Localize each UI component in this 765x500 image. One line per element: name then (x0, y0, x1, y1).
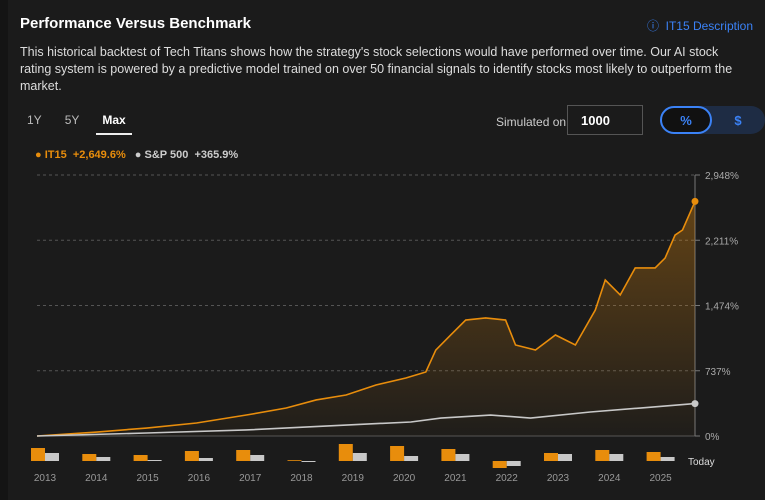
year-label: 2018 (290, 473, 313, 484)
legend: ● IT15 +2,649.6% ● S&P 500 +365.9% (35, 149, 238, 161)
sp500-annual-bar (352, 453, 367, 461)
it15-annual-bar (595, 450, 610, 461)
y-tick-label: 0% (705, 432, 720, 443)
legend-it15: ● IT15 +2,649.6% (35, 149, 126, 161)
it15-line (36, 201, 696, 437)
range-tabs: 1Y 5Y Max (27, 113, 155, 135)
sp500-annual-bar (506, 461, 521, 466)
it15-annual-bar (492, 461, 507, 468)
year-label: 2022 (496, 473, 519, 484)
it15-annual-bar (441, 449, 456, 461)
legend-sp500-value: +365.9% (194, 149, 239, 161)
sp500-annual-bar (147, 460, 162, 461)
year-label: 2016 (188, 473, 211, 484)
year-label: 2020 (393, 473, 416, 484)
it15-annual-bar (31, 448, 45, 461)
legend-it15-value: +2,649.6% (72, 149, 126, 161)
year-label: 2017 (239, 473, 262, 484)
year-label: 2024 (598, 473, 621, 484)
year-label: 2014 (85, 473, 108, 484)
it15-annual-bar (390, 446, 405, 461)
sp500-end-point (691, 400, 699, 408)
it15-annual-bar (184, 451, 199, 461)
legend-sp500-name: S&P 500 (144, 149, 189, 161)
year-label: 2023 (547, 473, 570, 484)
it15-annual-bar (544, 453, 558, 461)
sp500-annual-bar (660, 457, 675, 461)
tab-max[interactable]: Max (96, 113, 132, 135)
it15-annual-bar (236, 450, 251, 461)
y-tick-label: 737% (705, 367, 731, 378)
year-label: 2015 (136, 473, 159, 484)
year-label: 2025 (649, 473, 672, 484)
sp500-annual-bar (558, 454, 572, 461)
tab-1y[interactable]: 1Y (27, 113, 42, 127)
it15-annual-bar (287, 460, 302, 461)
dollar-toggle[interactable]: $ (734, 112, 742, 128)
year-label: 2019 (342, 473, 365, 484)
y-tick-label: 2,211% (705, 236, 738, 247)
sp500-annual-bar (96, 457, 111, 461)
info-icon: ⓘ (646, 19, 659, 33)
simulated-on-label: Simulated on (496, 115, 567, 129)
legend-sp500: ● S&P 500 +365.9% (131, 149, 239, 161)
y-tick-label: 2,948% (705, 171, 739, 182)
sp500-annual-bar (455, 454, 470, 461)
sp500-annual-bar (45, 453, 59, 461)
it15-annual-bar (133, 455, 148, 461)
it15-description-link[interactable]: ⓘ IT15 Description (647, 17, 753, 34)
sp500-line (36, 402, 696, 437)
left-edge (0, 0, 8, 500)
percent-toggle[interactable]: % (660, 106, 712, 134)
today-label: Today (688, 457, 715, 468)
year-label: 2021 (444, 473, 467, 484)
sp500-annual-bar (301, 461, 316, 462)
year-label: 2013 (34, 473, 57, 484)
description-link-label: IT15 Description (665, 19, 753, 33)
page-title: Performance Versus Benchmark (20, 15, 251, 32)
description: This historical backtest of Tech Titans … (20, 45, 733, 93)
tab-5y[interactable]: 5Y (64, 113, 80, 127)
sp500-annual-bar (198, 458, 213, 461)
it15-end-point (691, 197, 699, 205)
y-tick-label: 1,474% (705, 302, 739, 313)
sp500-annual-bar (609, 454, 624, 461)
it15-annual-bar (82, 454, 97, 461)
unit-toggle: % $ (660, 106, 765, 134)
it15-area (37, 201, 695, 436)
it15-annual-bar (338, 444, 353, 461)
sp500-annual-bar (404, 456, 419, 461)
sp500-annual-bar (250, 455, 265, 461)
legend-it15-name: IT15 (44, 149, 67, 161)
it15-annual-bar (646, 452, 661, 461)
simulated-amount-input[interactable] (567, 105, 643, 135)
